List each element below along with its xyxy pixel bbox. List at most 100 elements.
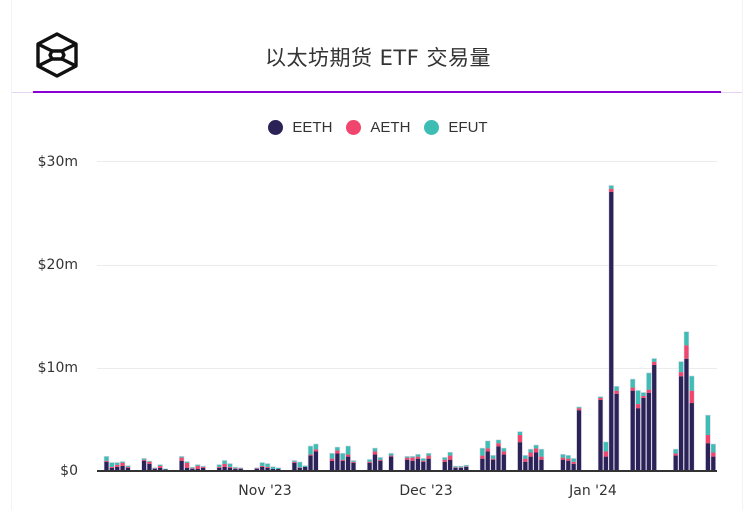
bar-segment-aeth[interactable]	[636, 404, 641, 409]
bar-segment-eeth[interactable]	[576, 410, 582, 470]
bar-segment-aeth[interactable]	[533, 448, 539, 453]
bar-segment-aeth[interactable]	[609, 188, 614, 192]
bar-segment-efut[interactable]	[292, 460, 297, 462]
bar-segment-efut[interactable]	[652, 358, 657, 362]
bar-segment-efut[interactable]	[609, 185, 614, 189]
bar-segment-aeth[interactable]	[560, 457, 566, 460]
bar-segment-aeth[interactable]	[346, 454, 351, 457]
bar-segment-eeth[interactable]	[233, 468, 238, 470]
bar-segment-eeth[interactable]	[614, 393, 619, 470]
bar-segment-efut[interactable]	[109, 462, 114, 467]
bar-segment-eeth[interactable]	[270, 468, 276, 470]
bar-segment-eeth[interactable]	[109, 467, 114, 470]
bar-segment-aeth[interactable]	[566, 458, 571, 461]
bar-segment-efut[interactable]	[329, 453, 335, 459]
bar-segment-efut[interactable]	[217, 464, 222, 467]
bar-segment-aeth[interactable]	[125, 466, 131, 468]
bar-segment-aeth[interactable]	[410, 457, 415, 461]
bar-segment-aeth[interactable]	[711, 452, 716, 457]
bar-segment-aeth[interactable]	[453, 467, 458, 468]
bar-segment-efut[interactable]	[636, 390, 641, 405]
bar-segment-eeth[interactable]	[678, 376, 684, 470]
bar-segment-aeth[interactable]	[195, 465, 200, 469]
legend-item-aeth[interactable]: AETH	[346, 119, 410, 136]
bar-segment-efut[interactable]	[297, 462, 302, 468]
bar-segment-eeth[interactable]	[179, 460, 184, 470]
bar-segment-aeth[interactable]	[238, 468, 243, 469]
bar-segment-eeth[interactable]	[448, 459, 453, 470]
bar-segment-efut[interactable]	[158, 464, 163, 466]
bar-segment-aeth[interactable]	[367, 461, 372, 463]
bar-segment-eeth[interactable]	[372, 454, 378, 470]
bar-segment-efut[interactable]	[603, 442, 608, 452]
bar-segment-aeth[interactable]	[415, 456, 421, 459]
bar-segment-efut[interactable]	[147, 461, 152, 462]
bar-segment-aeth[interactable]	[201, 466, 206, 468]
bar-segment-eeth[interactable]	[313, 451, 318, 470]
bar-segment-aeth[interactable]	[313, 449, 318, 452]
bar-segment-efut[interactable]	[517, 431, 523, 435]
bar-segment-aeth[interactable]	[442, 459, 447, 462]
bar-segment-efut[interactable]	[646, 373, 651, 390]
bar-segment-aeth[interactable]	[641, 395, 646, 398]
bar-segment-aeth[interactable]	[448, 455, 453, 460]
bar-segment-aeth[interactable]	[614, 390, 619, 394]
bar-segment-aeth[interactable]	[222, 463, 227, 467]
bar-segment-eeth[interactable]	[104, 461, 109, 470]
bar-segment-efut[interactable]	[125, 465, 131, 467]
bar-segment-efut[interactable]	[421, 458, 426, 461]
bar-segment-eeth[interactable]	[684, 358, 689, 470]
bar-segment-eeth[interactable]	[346, 456, 351, 470]
bar-segment-aeth[interactable]	[689, 390, 694, 404]
bar-segment-aeth[interactable]	[340, 459, 345, 461]
bar-segment-aeth[interactable]	[265, 466, 270, 468]
bar-segment-aeth[interactable]	[539, 456, 544, 460]
bar-segment-efut[interactable]	[415, 454, 421, 457]
bar-segment-eeth[interactable]	[630, 390, 635, 470]
legend-item-eeth[interactable]: EETH	[268, 119, 332, 136]
bar-segment-aeth[interactable]	[421, 460, 426, 462]
bar-segment-efut[interactable]	[453, 466, 458, 468]
bar-segment-aeth[interactable]	[576, 408, 582, 411]
bar-segment-efut[interactable]	[201, 466, 206, 467]
bar-segment-aeth[interactable]	[227, 466, 233, 468]
bar-segment-eeth[interactable]	[120, 465, 125, 470]
bar-segment-efut[interactable]	[388, 453, 394, 456]
bar-segment-eeth[interactable]	[458, 467, 463, 470]
bar-segment-eeth[interactable]	[410, 460, 415, 470]
bar-segment-eeth[interactable]	[421, 461, 426, 470]
bar-segment-efut[interactable]	[576, 407, 582, 409]
bar-segment-eeth[interactable]	[523, 461, 528, 470]
bar-segment-eeth[interactable]	[566, 460, 571, 470]
bar-segment-aeth[interactable]	[335, 450, 340, 454]
bar-segment-efut[interactable]	[276, 467, 281, 469]
bar-segment-aeth[interactable]	[115, 464, 120, 467]
bar-segment-efut[interactable]	[340, 453, 345, 460]
bar-segment-eeth[interactable]	[496, 446, 501, 470]
bar-segment-aeth[interactable]	[426, 455, 431, 459]
bar-segment-aeth[interactable]	[491, 458, 496, 460]
bar-segment-efut[interactable]	[485, 441, 490, 449]
bar-segment-aeth[interactable]	[464, 466, 469, 467]
bar-segment-eeth[interactable]	[201, 467, 206, 470]
bar-segment-eeth[interactable]	[222, 466, 227, 470]
bar-segment-eeth[interactable]	[641, 397, 646, 470]
bar-segment-efut[interactable]	[265, 463, 270, 467]
bar-segment-aeth[interactable]	[104, 460, 109, 462]
bar-segment-efut[interactable]	[442, 457, 447, 460]
bar-segment-aeth[interactable]	[190, 468, 195, 469]
bar-segment-eeth[interactable]	[636, 408, 641, 470]
bar-segment-eeth[interactable]	[405, 459, 410, 470]
bar-segment-eeth[interactable]	[292, 462, 297, 470]
bar-segment-efut[interactable]	[566, 455, 571, 459]
bar-segment-eeth[interactable]	[453, 467, 458, 470]
bar-segment-eeth[interactable]	[163, 469, 168, 470]
bar-segment-eeth[interactable]	[517, 442, 523, 470]
bar-segment-aeth[interactable]	[179, 457, 184, 461]
bar-segment-eeth[interactable]	[689, 403, 694, 470]
bar-segment-eeth[interactable]	[652, 364, 657, 470]
bar-segment-efut[interactable]	[115, 462, 120, 465]
bar-segment-aeth[interactable]	[678, 372, 684, 377]
bar-segment-efut[interactable]	[184, 461, 190, 463]
bar-segment-efut[interactable]	[367, 459, 372, 462]
